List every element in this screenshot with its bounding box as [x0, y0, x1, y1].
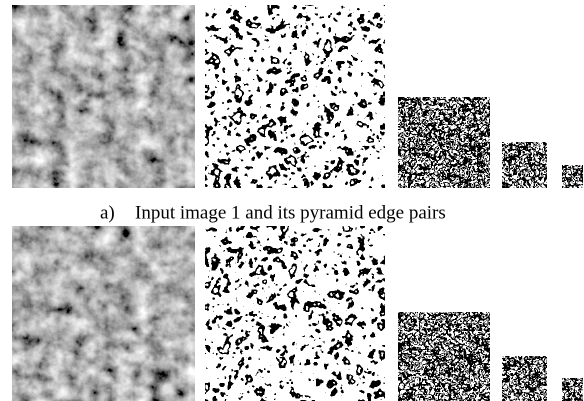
edge-image	[398, 312, 490, 401]
edge-image	[398, 97, 490, 188]
caption-text: Input image 1 and its pyramid edge pairs	[135, 202, 446, 223]
input-image	[12, 5, 195, 188]
edge-image	[562, 378, 583, 401]
input-image	[12, 226, 195, 401]
edge-image	[502, 356, 547, 401]
caption-label: a)	[100, 202, 115, 223]
figure: a) Input image 1 and its pyramid edge pa…	[0, 0, 584, 401]
edge-image	[205, 226, 385, 401]
edge-image	[562, 165, 583, 188]
edge-image	[502, 142, 547, 188]
edge-image	[205, 5, 385, 188]
page: {"caption": {"label": "a)", "text": "Inp…	[0, 0, 584, 401]
